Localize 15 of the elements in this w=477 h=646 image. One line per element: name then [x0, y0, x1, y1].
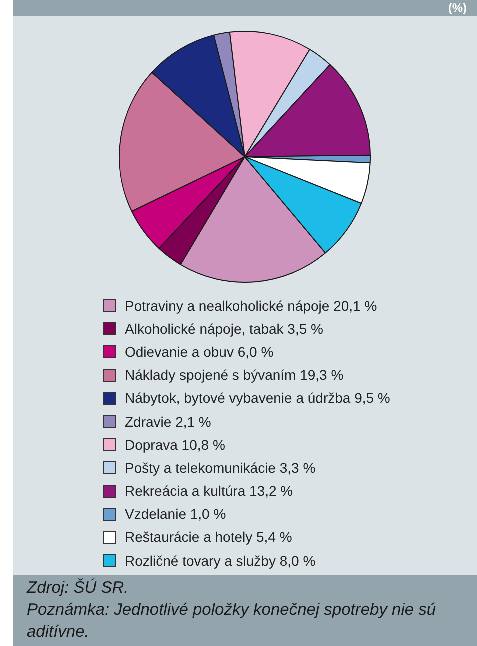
legend-label: Alkoholické nápoje, tabak 3,5 % [125, 320, 324, 337]
legend-label: Náklady spojené s bývaním 19,3 % [125, 367, 344, 384]
legend-label: Odievanie a obuv 6,0 % [125, 344, 274, 360]
legend-label: Rekreácia a kultúra 13,2 % [125, 483, 294, 500]
legend-label: Reštaurácie a hotely 5,4 % [125, 529, 292, 546]
legend-label: Pošty a telekomunikácie 3,3 % [125, 460, 316, 476]
text: Zdroj: ŠÚ SR. [27, 578, 130, 599]
text: Poznámka: Jednotlivé položky konečnej spotreby nie sú aditívne. [27, 600, 438, 643]
text: (%) [448, 1, 467, 15]
legend-label: Zdravie 2,1 % [125, 414, 212, 430]
legend-label: Doprava 10,8 % [125, 436, 226, 453]
legend-label: Nábytok, bytové vybavenie a údržba 9,5 % [125, 390, 390, 406]
legend-label: Vzdelanie 1,0 % [125, 506, 226, 522]
legend-label: Rozličné tovary a služby 8,0 % [125, 552, 316, 569]
legend-label: Potraviny a nealkoholické nápoje 20,1 % [125, 298, 378, 314]
